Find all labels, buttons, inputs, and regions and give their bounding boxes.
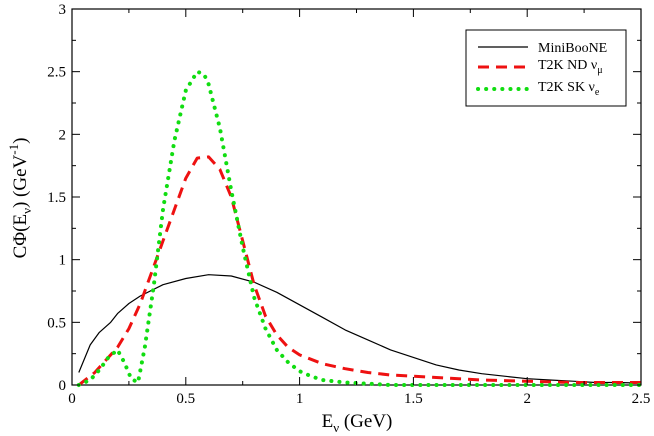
x-axis-title-unit: (GeV) (339, 411, 392, 432)
x-tick-label: 2 (523, 391, 531, 407)
legend: MiniBooNE T2K ND νμ T2K SK νe (465, 29, 627, 107)
series-miniboone (78, 274, 642, 384)
x-tick-label: 1 (296, 391, 304, 407)
axis-ticks: 0 0.5 1 1.5 2 2.5 0 0.5 1 1.5 2 2.5 3 (47, 2, 650, 407)
legend-label-t2k-nd: T2K ND νμ (538, 58, 603, 76)
legend-label-miniboone-main: MiniBooNE (538, 41, 607, 56)
x-axis-title-subscript: ν (333, 420, 339, 435)
y-tick-label: 1 (59, 253, 67, 269)
y-axis-title-suffix: ) (10, 138, 31, 144)
x-axis-title: Eν (GeV) (322, 411, 393, 435)
x-tick-label: 0 (68, 391, 76, 407)
y-tick-label: 2 (59, 127, 67, 143)
legend-label-miniboone: MiniBooNE (538, 41, 607, 56)
series-t2k-sk-nue (76, 69, 643, 387)
y-tick-label: 2.5 (47, 65, 66, 81)
x-tick-label: 1.5 (404, 391, 423, 407)
series-t2k-nd-numu (77, 155, 641, 387)
legend-label-t2k-nd-subscript: μ (597, 65, 602, 76)
y-axis-title-unit: ) (GeV (10, 154, 31, 208)
x-tick-label: 0.5 (176, 391, 195, 407)
y-tick-label: 0 (59, 378, 67, 394)
legend-label-t2k-sk-main: T2K SK ν (538, 80, 595, 95)
legend-label-t2k-sk-subscript: e (595, 87, 600, 98)
y-tick-label: 1.5 (47, 190, 66, 206)
y-axis-title-subscript: ν (19, 208, 34, 214)
legend-label-t2k-sk: T2K SK νe (538, 80, 600, 98)
y-axis-title: CΦ(Eν) (GeV-1) (6, 138, 34, 259)
y-tick-label: 3 (59, 2, 67, 18)
x-tick-label: 2.5 (632, 391, 651, 407)
series-lines (76, 69, 643, 387)
x-axis-title-main: E (322, 411, 334, 432)
y-tick-label: 0.5 (47, 315, 66, 331)
legend-box (465, 29, 627, 107)
y-axis-title-prefix: CΦ(E (10, 214, 31, 259)
y-axis-title-superscript: -1 (6, 144, 21, 155)
legend-label-t2k-nd-main: T2K ND ν (538, 58, 597, 73)
